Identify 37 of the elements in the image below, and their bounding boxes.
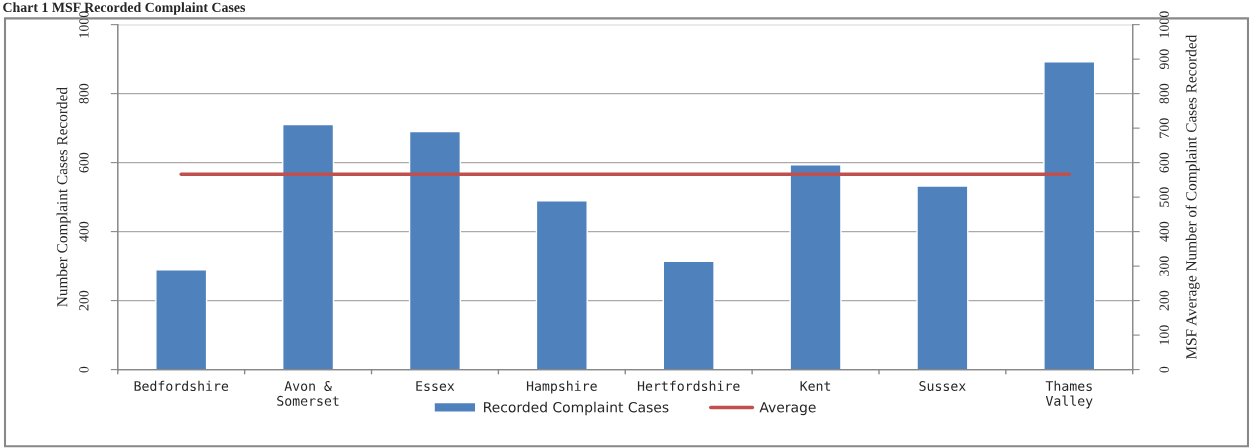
y2-tick-label: 700 — [1159, 118, 1169, 138]
y2-tick-label: 0 — [1159, 366, 1169, 373]
y-tick-label: 600 — [79, 152, 89, 173]
x-tick-label: Kent — [800, 381, 831, 391]
y2-tick-label: 100 — [1159, 325, 1169, 345]
y-axis-title: Number Complaint Cases Recorded — [56, 87, 71, 307]
x-tick-label: Hampshire — [526, 380, 597, 394]
bar — [789, 163, 842, 370]
bar — [282, 123, 335, 370]
bar — [1043, 61, 1096, 370]
y-tick-label: 800 — [79, 83, 89, 104]
x-tick-label: Essex — [416, 381, 455, 391]
y2-axis-title: MSF Average Number of Complaint Cases Recorded — [1185, 34, 1200, 360]
y-tick-label: 0 — [79, 366, 89, 373]
y2-tick-label: 400 — [1159, 221, 1169, 242]
y2-tick-label: 600 — [1159, 152, 1169, 173]
x-tick-label: Bedfordshire — [134, 380, 229, 391]
y-tick-label: 1000 — [79, 11, 89, 38]
bar — [662, 260, 715, 370]
bar — [155, 269, 208, 370]
y-tick-label: 400 — [79, 221, 89, 242]
x-tick-label: Avon & Somerset — [277, 381, 339, 406]
y2-tick-label: 500 — [1159, 187, 1169, 207]
y-tick-label: 200 — [79, 290, 89, 311]
x-tick-label: Hertfordshire — [637, 380, 740, 391]
bar — [535, 200, 588, 370]
y2-tick-label: 200 — [1159, 290, 1169, 311]
y2-tick-label: 300 — [1159, 256, 1169, 276]
x-tick-label: Thames Valley — [1045, 380, 1093, 409]
bar — [408, 130, 462, 370]
y2-tick-label: 900 — [1159, 49, 1169, 70]
bar — [916, 185, 969, 370]
x-tick-label: Sussex — [919, 381, 966, 391]
y2-tick-label: 800 — [1159, 83, 1169, 104]
legend-label: Recorded Complaint Cases — [484, 401, 669, 416]
y2-tick-label: 1000 — [1159, 11, 1169, 38]
legend-label: Average — [759, 402, 816, 416]
